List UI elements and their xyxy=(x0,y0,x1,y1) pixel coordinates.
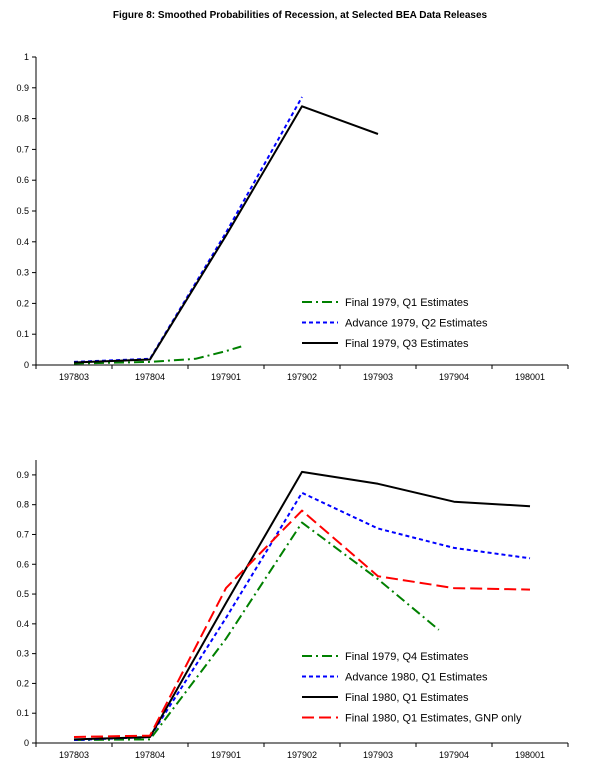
legend-item: Final 1980, Q1 Estimates xyxy=(302,692,469,704)
legend-item: Final 1979, Q1 Estimates xyxy=(302,297,469,309)
legend-label: Final 1980, Q1 Estimates xyxy=(345,692,469,704)
x-tick-label: 198001 xyxy=(515,372,545,382)
y-tick-label: 0.1 xyxy=(16,708,29,718)
y-tick-label: 0.6 xyxy=(16,175,29,185)
x-tick-label: 197901 xyxy=(211,372,241,382)
legend-label: Final 1979, Q1 Estimates xyxy=(345,297,469,309)
y-tick-label: 0.9 xyxy=(16,470,29,480)
y-tick-label: 0.5 xyxy=(16,589,29,599)
legend-item: Final 1979, Q4 Estimates xyxy=(302,651,469,663)
x-tick-label: 197902 xyxy=(287,750,317,760)
y-tick-label: 0.4 xyxy=(16,619,29,629)
top-chart: 0 0.1 0.2 0.3 0.4 0.5 0.6 0.7 0.8 0.9 1 197803 19780… xyxy=(16,52,569,382)
x-tick-label: 197903 xyxy=(363,750,393,760)
legend-item: Final 1980, Q1 Estimates, GNP only xyxy=(302,713,522,725)
y-tick-label: 0.4 xyxy=(16,237,29,247)
legend-item: Final 1979, Q3 Estimates xyxy=(302,338,469,350)
x-tick-label: 198001 xyxy=(515,750,545,760)
bottom-chart: 0 0.1 0.2 0.3 0.4 0.5 0.6 0.7 0.8 0.9 197803 197804… xyxy=(16,460,569,760)
legend-label: Advance 1980, Q1 Estimates xyxy=(345,672,488,684)
y-tick-label: 0 xyxy=(24,738,29,748)
legend-item: Advance 1979, Q2 Estimates xyxy=(302,318,488,330)
x-tick-label: 197904 xyxy=(439,372,469,382)
y-tick-label: 0.7 xyxy=(16,529,29,539)
y-tick-label: 0.8 xyxy=(16,500,29,510)
series-line-2-1 xyxy=(73,521,440,741)
series-line-2-2 xyxy=(73,491,531,741)
y-tick-label: 0.9 xyxy=(16,83,29,93)
series-line-2-3 xyxy=(73,470,531,741)
y-tick-label: 0.7 xyxy=(16,144,29,154)
x-tick-label: 197903 xyxy=(363,372,393,382)
figure-title: Figure 8: Smoothed Probabilities of Rece… xyxy=(112,10,488,21)
legend-label: Final 1980, Q1 Estimates, GNP only xyxy=(345,713,522,725)
legend-label: Final 1979, Q4 Estimates xyxy=(345,651,469,663)
legend-item: Advance 1980, Q1 Estimates xyxy=(302,672,488,684)
y-tick-label: 1 xyxy=(24,52,29,62)
x-tick-label: 197904 xyxy=(439,750,469,760)
y-tick-label: 0 xyxy=(24,360,29,370)
y-tick-label: 0.3 xyxy=(16,649,29,659)
series-line-1-1 xyxy=(73,345,242,365)
x-tick-label: 197804 xyxy=(135,372,165,382)
y-tick-label: 0.6 xyxy=(16,559,29,569)
x-tick-label: 197803 xyxy=(59,372,89,382)
y-tick-label: 0.3 xyxy=(16,268,29,278)
y-tick-label: 0.5 xyxy=(16,206,29,216)
legend-label: Advance 1979, Q2 Estimates xyxy=(345,318,488,330)
y-tick-label: 0.2 xyxy=(16,678,29,688)
y-tick-label: 0.1 xyxy=(16,329,29,339)
series-line-2-4 xyxy=(73,509,531,738)
x-tick-label: 197803 xyxy=(59,750,89,760)
series-line-1-2 xyxy=(73,96,303,363)
legend-label: Final 1979, Q3 Estimates xyxy=(345,338,469,350)
y-tick-label: 0.2 xyxy=(16,298,29,308)
series-line-1-3 xyxy=(73,105,379,364)
y-tick-label: 0.8 xyxy=(16,114,29,124)
x-tick-label: 197901 xyxy=(211,750,241,760)
x-tick-label: 197804 xyxy=(135,750,165,760)
x-tick-label: 197902 xyxy=(287,372,317,382)
